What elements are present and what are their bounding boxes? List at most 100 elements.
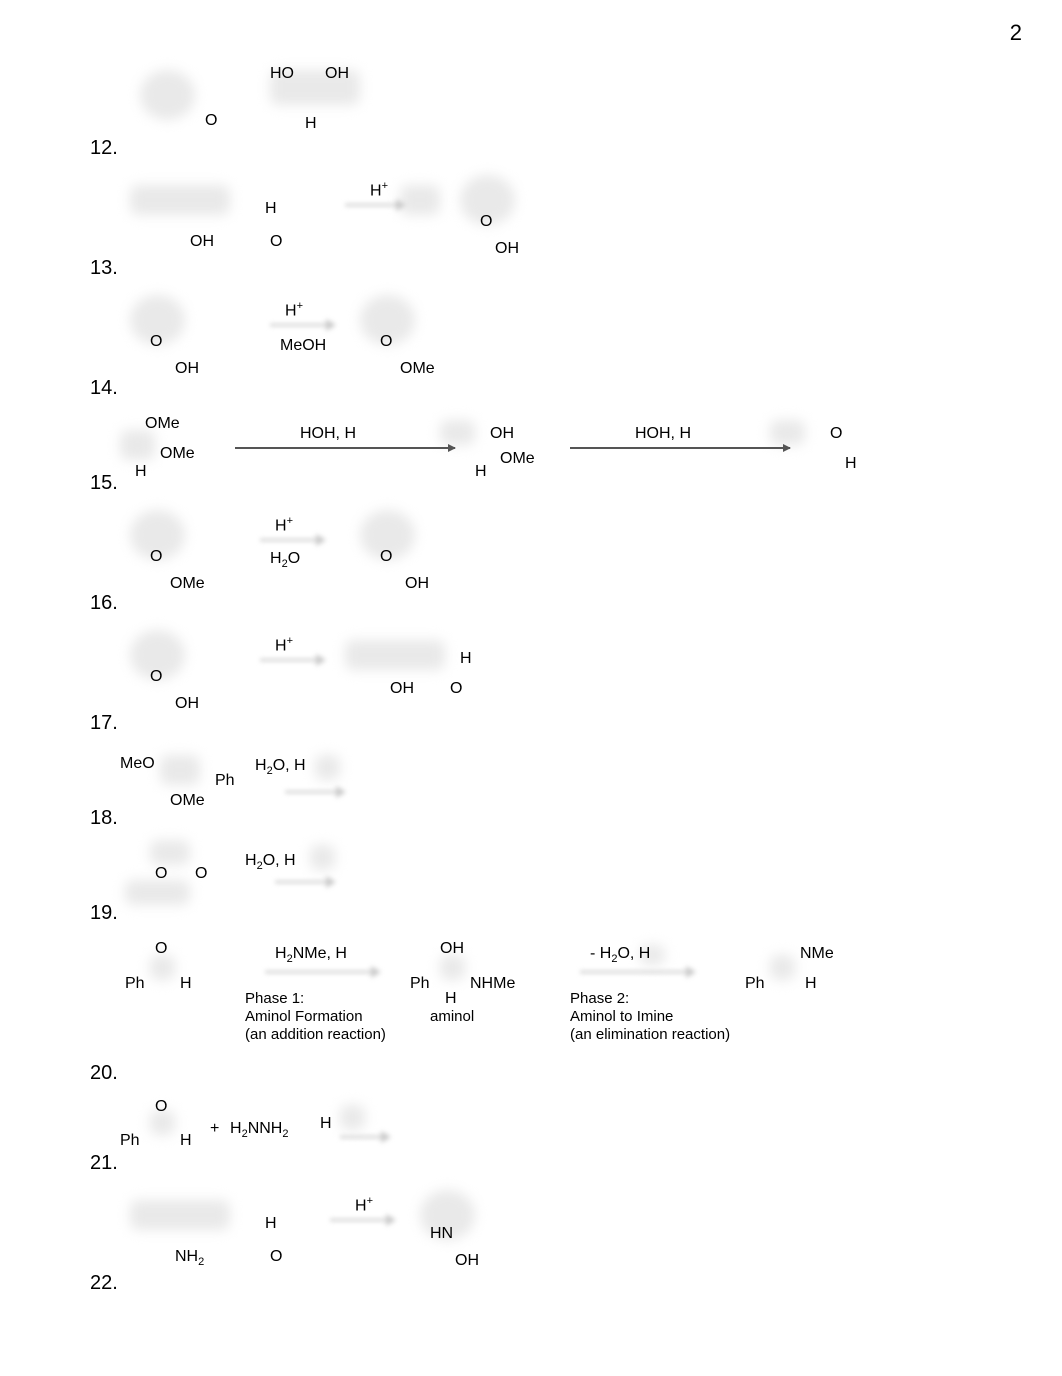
problem-row: 12.OHOOHH (90, 70, 1010, 165)
problem-number: 15. (90, 472, 118, 495)
chem-label: OH (455, 1252, 479, 1270)
reaction-arrow (275, 880, 330, 884)
chem-label: H (445, 990, 457, 1008)
page-number: 2 (1010, 20, 1022, 46)
chem-label: OMe (170, 575, 205, 593)
reaction-arrow (235, 447, 455, 449)
redacted-structure (310, 845, 335, 870)
chem-label: H (805, 975, 817, 993)
redacted-structure (140, 70, 195, 120)
problem-number: 13. (90, 257, 118, 280)
chem-label: H (265, 200, 277, 218)
problem-row: 20.OPhHH2NMe, HPhase 1:Aminol Formation(… (90, 950, 1010, 1090)
problem-row: 15.OMeOMeHHOH, HOHOMeHHOH, HOH (90, 425, 1010, 500)
reaction-arrow (265, 970, 375, 974)
chem-label: OH (405, 575, 429, 593)
chem-label: + (210, 1120, 219, 1138)
chem-label: O (480, 213, 492, 231)
chem-label: OMe (160, 445, 195, 463)
chem-label: OMe (170, 792, 205, 810)
chem-label: O (270, 233, 282, 251)
redacted-structure (340, 1105, 365, 1130)
problem-row: 14.OOHH+MeOHOOMe (90, 305, 1010, 405)
redacted-structure (130, 185, 230, 215)
chem-label: OH (325, 65, 349, 83)
problem-content: HOHOH+OOH (130, 185, 1010, 285)
chem-label: NH2 (175, 1248, 204, 1268)
chem-label: H+ (370, 180, 388, 200)
chem-label: MeO (120, 755, 155, 773)
redacted-structure (345, 640, 445, 670)
chem-label: H2NMe, H (275, 945, 347, 965)
chem-label: - H2O, H (590, 945, 650, 965)
chem-label: O (830, 425, 842, 443)
reaction-arrow (285, 790, 340, 794)
problem-content: MeOPhOMeH2O, H (130, 760, 1010, 835)
problem-content: OHOOHH (130, 70, 1010, 165)
redacted-structure (400, 185, 440, 215)
problem-number: 19. (90, 902, 118, 925)
chem-label: O (150, 333, 162, 351)
problem-row: 17.OOHH+HOHO (90, 640, 1010, 740)
chem-label: OH (490, 425, 514, 443)
chem-label: (an elimination reaction) (570, 1026, 730, 1045)
problem-number: 16. (90, 592, 118, 615)
chem-label: O (205, 112, 217, 130)
chem-label: O (155, 940, 167, 958)
chem-label: H (845, 455, 857, 473)
chem-label: H (265, 1215, 277, 1233)
chem-label: H (135, 463, 147, 481)
problem-row: 22.HNH2OH+HNOH (90, 1200, 1010, 1300)
chem-label: Ph (125, 975, 145, 993)
chem-label: O (150, 668, 162, 686)
chem-label: OH (175, 360, 199, 378)
chem-label: NHMe (470, 975, 515, 993)
chem-label: H+ (285, 300, 303, 320)
chem-label: OH (440, 940, 464, 958)
chem-label: O (155, 1098, 167, 1116)
redacted-structure (130, 1200, 230, 1230)
redacted-structure (150, 840, 190, 865)
chem-label: O (155, 865, 167, 883)
redacted-structure (440, 420, 475, 445)
problem-content: OPhH+H2NNH2H (130, 1110, 1010, 1180)
chem-label: H+ (275, 635, 293, 655)
chem-label: HOH, H (300, 425, 356, 443)
chem-label: O (450, 680, 462, 698)
chem-label: OMe (400, 360, 435, 378)
problem-content: OOHH+HOHO (130, 640, 1010, 740)
chem-label: O (380, 548, 392, 566)
problem-number: 17. (90, 712, 118, 735)
problem-number: 18. (90, 807, 118, 830)
redacted-structure (120, 430, 155, 460)
problem-content: OMeOMeHHOH, HOHOMeHHOH, HOH (130, 425, 1010, 500)
chem-label: OH (495, 240, 519, 258)
chem-label: O (150, 548, 162, 566)
redacted-structure (160, 755, 200, 785)
chem-label: Ph (215, 772, 235, 790)
problem-content: HNH2OH+HNOH (130, 1200, 1010, 1300)
chem-label: H (320, 1115, 332, 1133)
chem-label: Phase 1: (245, 990, 304, 1009)
chem-label: H2NNH2 (230, 1120, 288, 1140)
reaction-arrow (260, 538, 320, 542)
chem-label: HOH, H (635, 425, 691, 443)
problem-number: 22. (90, 1272, 118, 1295)
problem-row: 21.OPhH+H2NNH2H (90, 1110, 1010, 1180)
problem-number: 14. (90, 377, 118, 400)
redacted-structure (440, 955, 465, 980)
problem-content: OOMeH+H2OOOH (130, 520, 1010, 620)
chem-label: H2O (270, 550, 300, 570)
redacted-structure (770, 420, 805, 445)
chem-label: OH (175, 695, 199, 713)
chem-label: H+ (275, 515, 293, 535)
reaction-arrow (570, 447, 790, 449)
problem-row: 18.MeOPhOMeH2O, H (90, 760, 1010, 835)
chem-label: O (380, 333, 392, 351)
chem-label: O (195, 865, 207, 883)
chem-label: Phase 2: (570, 990, 629, 1009)
reaction-arrow (330, 1218, 390, 1222)
chem-label: OH (190, 233, 214, 251)
problem-number: 21. (90, 1152, 118, 1175)
chem-label: HO (270, 65, 294, 83)
